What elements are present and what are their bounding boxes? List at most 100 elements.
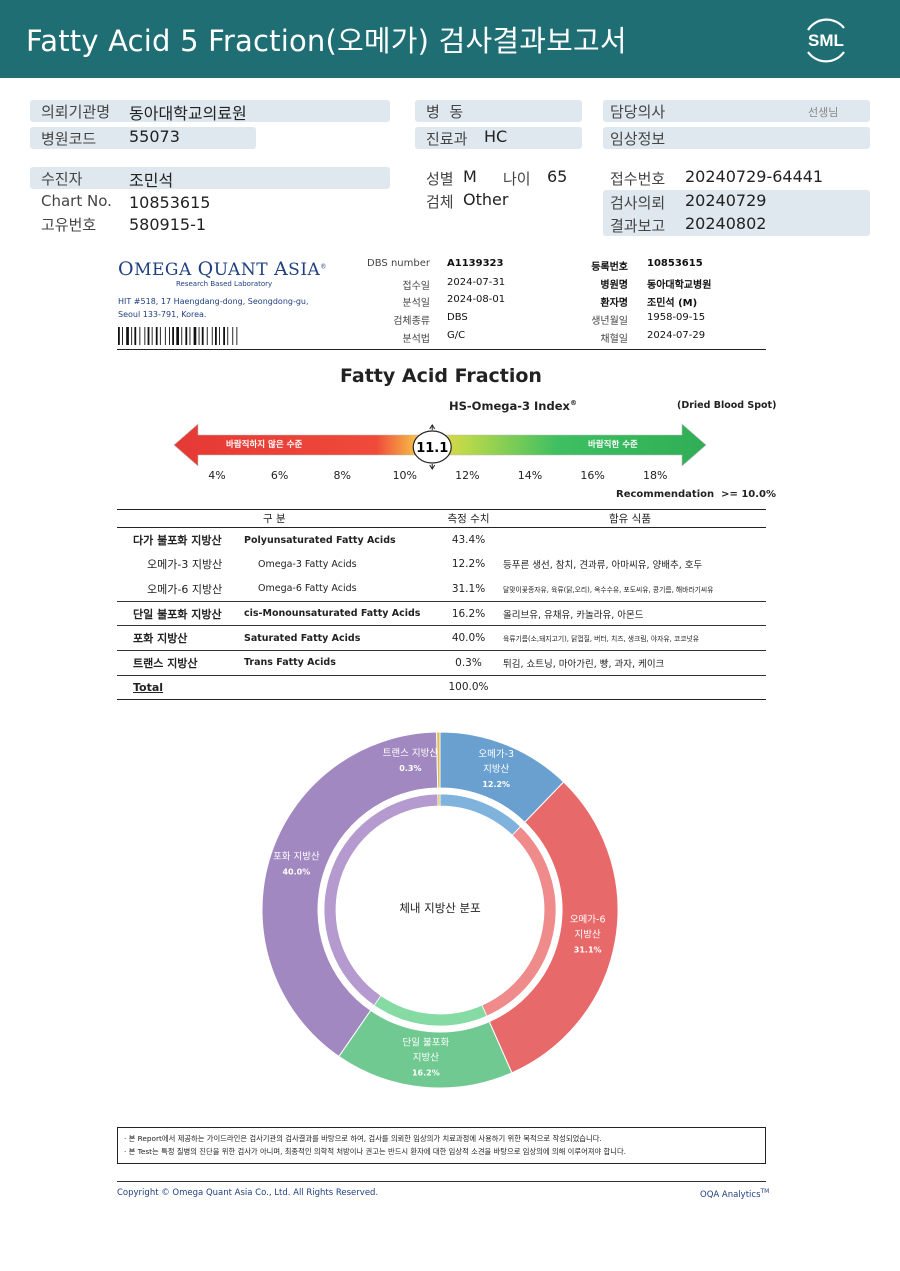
table-row: 포화 지방산 Saturated Fatty Acids 40.0% 육류기름(…	[117, 625, 766, 651]
pt-label: 환자명	[600, 298, 628, 309]
sample-note: (Dried Blood Spot)	[677, 400, 777, 411]
id-label: 고유번호	[41, 216, 97, 234]
row-value: 16.2%	[434, 600, 503, 626]
row-en: Saturated Fatty Acids	[244, 625, 434, 651]
chart-label: Chart No.	[41, 192, 112, 210]
clinical-row	[603, 127, 870, 149]
received-label: 접수일	[402, 281, 430, 292]
table-row-total: Total 100.0%	[117, 674, 766, 701]
dbs-label: DBS number	[367, 258, 430, 269]
report-label: 결과보고	[610, 217, 666, 235]
doctor-row	[603, 100, 870, 122]
dept-row	[415, 127, 582, 149]
row-food	[503, 674, 766, 701]
barcode-bar	[232, 327, 234, 345]
slice-label: 트랜스 지방산	[383, 748, 439, 759]
slice-percent-label: 40.0%	[282, 868, 310, 877]
specimen-label: 검체	[426, 193, 454, 211]
inner-slice	[437, 793, 441, 807]
fatty-acid-table: 구 분 측정 수치 함유 식품 다가 불포화 지방산 Polyunsaturat…	[117, 509, 766, 701]
received-value: 2024-07-31	[447, 277, 506, 288]
pt-value: 조민석 (M)	[647, 298, 698, 309]
barcode-bar	[193, 327, 197, 345]
sample-value: DBS	[447, 312, 468, 323]
col-header-value: 측정 수치	[434, 509, 503, 528]
row-food	[503, 527, 766, 553]
barcode	[118, 327, 238, 345]
method-value: G/C	[447, 330, 466, 341]
sml-logo: SML	[807, 18, 845, 63]
table-row: 트랜스 지방산 Trans Fatty Acids 0.3% 튀김, 쇼트닝, …	[117, 649, 766, 676]
hospital-code-label: 병원코드	[41, 130, 97, 148]
barcode-bar	[211, 327, 213, 345]
sml-logo-text: SML	[808, 31, 844, 50]
reg-label: 등록번호	[591, 262, 628, 273]
table-row: 오메가-3 지방산 Omega-3 Fatty Acids 12.2% 등푸른 …	[117, 552, 766, 577]
dbs-value: A1139323	[447, 258, 504, 269]
lab-tagline: Research Based Laboratory	[176, 280, 273, 288]
outer-slice	[436, 731, 441, 789]
index-title: HS-Omega-3 Index®	[449, 399, 577, 413]
row-value: 43.4%	[434, 527, 503, 553]
barcode-bar	[126, 327, 129, 345]
scale-tick-label: 10%	[392, 469, 418, 482]
slice-label: 지방산	[483, 764, 509, 775]
row-value: 100.0%	[434, 674, 503, 701]
index-value: 11.1	[416, 441, 448, 456]
fatty-acid-donut-chart: 체내 지방산 분포 오메가-3 지방산 12.2% 오메가-6 지방산 31.1% 단일 불포…	[261, 731, 619, 1089]
scale-tick-label: 8%	[333, 469, 351, 482]
bad-label: 바람직하지 않은 수준	[226, 440, 303, 450]
chart-value: 10853615	[129, 193, 211, 212]
slice-percent-label: 12.2%	[482, 780, 510, 789]
note-1: · 본 Report에서 제공하는 가이드라인은 검사기관의 검사결과를 바탕으…	[124, 1134, 602, 1143]
row-food: 올리브유, 유채유, 카놀라유, 아몬드	[503, 600, 766, 626]
divider	[117, 349, 766, 350]
barcode-bar	[236, 327, 238, 345]
barcode-bar	[169, 327, 170, 345]
outer-slice	[488, 781, 619, 1074]
receipt-label: 접수번호	[610, 170, 666, 188]
analyzed-value: 2024-08-01	[447, 294, 506, 305]
report-value: 20240802	[685, 214, 767, 233]
dept-value: HC	[484, 127, 508, 146]
slice-label: 단일 불포화	[402, 1037, 449, 1048]
barcode-bar	[189, 327, 191, 345]
col-header-category: 구 분	[117, 509, 434, 528]
slice-percent-label: 0.3%	[399, 764, 421, 773]
table-row: 다가 불포화 지방산 Polyunsaturated Fatty Acids 4…	[117, 527, 766, 553]
reg-value: 10853615	[647, 258, 703, 269]
scale-tick-label: 12%	[455, 469, 480, 482]
slice-label: 지방산	[413, 1052, 439, 1063]
table-row: 오메가-6 지방산 Omega-6 Fatty Acids 31.1% 달맞이꽃…	[117, 577, 766, 602]
barcode-bar	[139, 327, 141, 345]
row-value: 31.1%	[451, 582, 486, 595]
receipt-value: 20240729-64441	[685, 167, 824, 186]
slice-label: 지방산	[575, 929, 601, 940]
scale-tick-label: 14%	[517, 469, 543, 482]
sample-label: 검체종류	[393, 316, 430, 327]
slice-percent-label: 16.2%	[412, 1068, 440, 1077]
footer-divider	[117, 1181, 766, 1182]
barcode-bar	[215, 327, 217, 345]
hospital-code-row	[30, 127, 256, 149]
age-label: 나이	[503, 170, 531, 188]
sex-value: M	[463, 167, 477, 186]
row-kr: 단일 불포화 지방산	[117, 600, 244, 626]
row-en	[244, 674, 434, 701]
col-header-food: 함유 식품	[503, 509, 766, 528]
barcode-bar	[134, 327, 137, 345]
omega-quant-logo: OMEGA QUANT ASIA®	[118, 258, 327, 280]
donut-center-title: 체내 지방산 분포	[399, 901, 480, 915]
row-kr: 트랜스 지방산	[117, 649, 244, 676]
row-value: 0.3%	[434, 649, 503, 676]
fraction-title: Fatty Acid Fraction	[340, 365, 542, 387]
patient-label: 수진자	[41, 170, 83, 188]
barcode-bar	[181, 327, 183, 345]
disclaimer-notes: · 본 Report에서 제공하는 가이드라인은 검사기관의 검사결과를 바탕으…	[117, 1127, 766, 1164]
copyright: Copyright © Omega Quant Asia Co., Ltd. A…	[117, 1188, 379, 1198]
row-en: Polyunsaturated Fatty Acids	[244, 527, 434, 553]
slice-percent-label: 31.1%	[574, 945, 602, 954]
report-title: Fatty Acid 5 Fraction(오메가) 검사결과보고서	[26, 24, 627, 58]
table-row: 단일 불포화 지방산 cis-Monounsaturated Fatty Aci…	[117, 600, 766, 626]
row-en: Trans Fatty Acids	[244, 649, 434, 676]
